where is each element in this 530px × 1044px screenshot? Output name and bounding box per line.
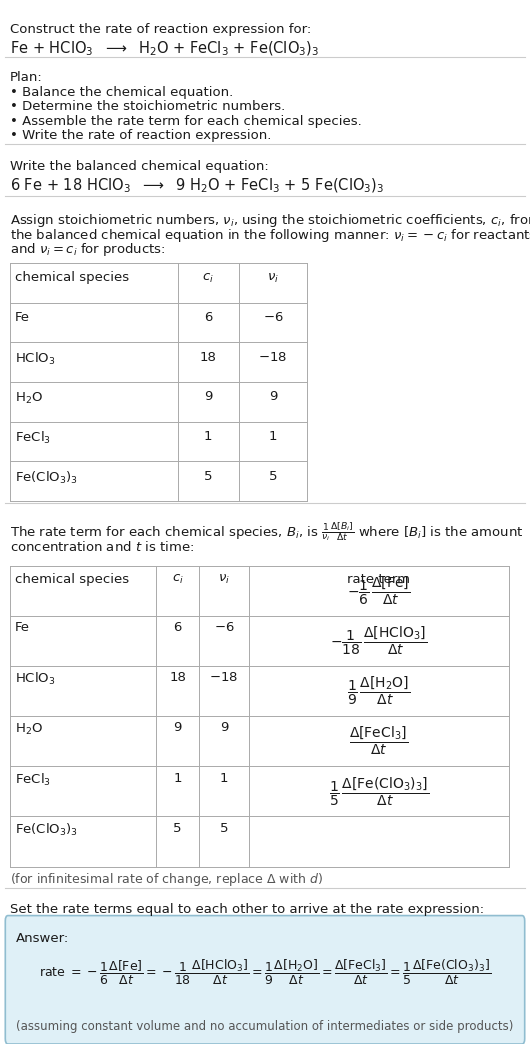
Text: 9: 9 (220, 721, 228, 734)
Text: $-18$: $-18$ (209, 671, 239, 684)
Text: $-6$: $-6$ (214, 621, 234, 634)
Text: Plan:: Plan: (10, 71, 42, 84)
Text: 5: 5 (219, 822, 228, 834)
Text: $\dfrac{1}{5}\,\dfrac{\Delta[\mathrm{Fe(ClO_3)_3}]}{\Delta t}$: $\dfrac{1}{5}\,\dfrac{\Delta[\mathrm{Fe(… (329, 776, 429, 807)
Text: H$_2$O: H$_2$O (15, 390, 43, 405)
Text: $c_i$: $c_i$ (172, 573, 183, 587)
Text: • Balance the chemical equation.: • Balance the chemical equation. (10, 86, 233, 98)
Text: chemical species: chemical species (15, 573, 129, 586)
Text: $-\dfrac{1}{18}\,\dfrac{\Delta[\mathrm{HClO_3}]}{\Delta t}$: $-\dfrac{1}{18}\,\dfrac{\Delta[\mathrm{H… (330, 625, 428, 657)
Text: Fe(ClO$_3$)$_3$: Fe(ClO$_3$)$_3$ (15, 822, 78, 837)
Text: Fe: Fe (15, 621, 30, 634)
Text: 6 Fe + 18 HClO$_3$  $\longrightarrow$  9 H$_2$O + FeCl$_3$ + 5 Fe(ClO$_3$)$_3$: 6 Fe + 18 HClO$_3$ $\longrightarrow$ 9 H… (10, 176, 384, 195)
Text: H$_2$O: H$_2$O (15, 721, 43, 736)
Text: 1: 1 (269, 430, 277, 443)
Text: 1: 1 (173, 772, 182, 784)
Text: 1: 1 (219, 772, 228, 784)
Text: 6: 6 (173, 621, 182, 634)
Text: 5: 5 (204, 470, 213, 482)
Text: (assuming constant volume and no accumulation of intermediates or side products): (assuming constant volume and no accumul… (16, 1020, 514, 1033)
Text: 5: 5 (173, 822, 182, 834)
Text: $\dfrac{\Delta[\mathrm{FeCl_3}]}{\Delta t}$: $\dfrac{\Delta[\mathrm{FeCl_3}]}{\Delta … (349, 726, 409, 757)
Text: Set the rate terms equal to each other to arrive at the rate expression:: Set the rate terms equal to each other t… (10, 903, 484, 916)
FancyBboxPatch shape (5, 916, 525, 1044)
Text: Fe(ClO$_3$)$_3$: Fe(ClO$_3$)$_3$ (15, 470, 78, 485)
Text: FeCl$_3$: FeCl$_3$ (15, 430, 51, 446)
Text: and $\nu_i = c_i$ for products:: and $\nu_i = c_i$ for products: (10, 241, 165, 258)
Text: $-6$: $-6$ (263, 311, 283, 324)
Text: Answer:: Answer: (16, 932, 69, 945)
Text: • Determine the stoichiometric numbers.: • Determine the stoichiometric numbers. (10, 100, 285, 113)
Text: Construct the rate of reaction expression for:: Construct the rate of reaction expressio… (10, 23, 311, 35)
Text: • Write the rate of reaction expression.: • Write the rate of reaction expression. (10, 129, 271, 142)
Text: 9: 9 (204, 390, 212, 403)
Text: 6: 6 (204, 311, 212, 324)
Text: the balanced chemical equation in the following manner: $\nu_i = -c_i$ for react: the balanced chemical equation in the fo… (10, 227, 530, 243)
Text: $c_i$: $c_i$ (202, 271, 214, 285)
Text: Write the balanced chemical equation:: Write the balanced chemical equation: (10, 160, 268, 172)
Text: rate $= -\dfrac{1}{6}\dfrac{\Delta[\mathrm{Fe}]}{\Delta t} = -\dfrac{1}{18}\dfra: rate $= -\dfrac{1}{6}\dfrac{\Delta[\math… (39, 958, 491, 988)
Text: Fe: Fe (15, 311, 30, 324)
Text: 18: 18 (200, 351, 216, 363)
Text: HClO$_3$: HClO$_3$ (15, 351, 56, 366)
Text: 18: 18 (169, 671, 186, 684)
Text: Fe + HClO$_3$  $\longrightarrow$  H$_2$O + FeCl$_3$ + Fe(ClO$_3$)$_3$: Fe + HClO$_3$ $\longrightarrow$ H$_2$O +… (10, 40, 319, 58)
Text: The rate term for each chemical species, $B_i$, is $\frac{1}{\nu_i}\frac{\Delta[: The rate term for each chemical species,… (10, 520, 523, 543)
Text: rate term: rate term (348, 573, 410, 586)
Text: Assign stoichiometric numbers, $\nu_i$, using the stoichiometric coefficients, $: Assign stoichiometric numbers, $\nu_i$, … (10, 212, 530, 229)
Text: $-\dfrac{1}{6}\,\dfrac{\Delta[\mathrm{Fe}]}{\Delta t}$: $-\dfrac{1}{6}\,\dfrac{\Delta[\mathrm{Fe… (347, 575, 411, 607)
Text: (for infinitesimal rate of change, replace $\Delta$ with $d$): (for infinitesimal rate of change, repla… (10, 871, 323, 887)
Text: $\nu_i$: $\nu_i$ (267, 271, 279, 285)
Text: chemical species: chemical species (15, 271, 129, 284)
Text: 5: 5 (269, 470, 277, 482)
Text: 9: 9 (269, 390, 277, 403)
Text: HClO$_3$: HClO$_3$ (15, 671, 56, 687)
Text: $\dfrac{1}{9}\,\dfrac{\Delta[\mathrm{H_2O}]}{\Delta t}$: $\dfrac{1}{9}\,\dfrac{\Delta[\mathrm{H_2… (347, 675, 411, 707)
Text: 1: 1 (204, 430, 213, 443)
Text: • Assemble the rate term for each chemical species.: • Assemble the rate term for each chemic… (10, 115, 361, 127)
Text: $\nu_i$: $\nu_i$ (218, 573, 230, 587)
Text: FeCl$_3$: FeCl$_3$ (15, 772, 51, 787)
Text: concentration and $t$ is time:: concentration and $t$ is time: (10, 540, 193, 553)
Text: 9: 9 (173, 721, 182, 734)
Text: $-18$: $-18$ (259, 351, 287, 363)
